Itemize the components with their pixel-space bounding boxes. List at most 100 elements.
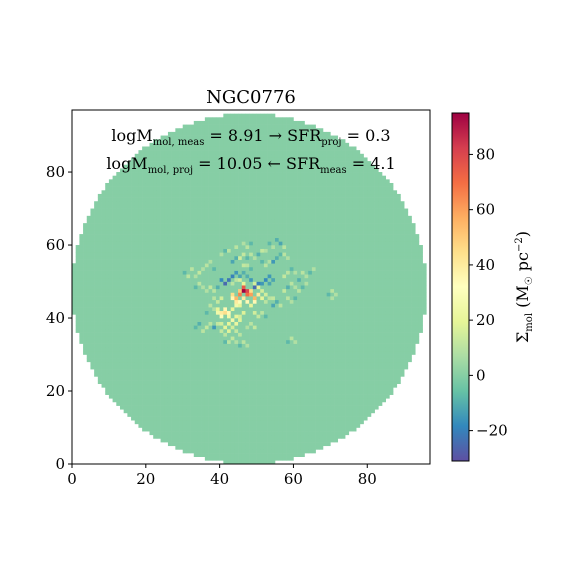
heatmap-cell [286, 387, 291, 392]
heatmap-cell [249, 358, 254, 363]
heatmap-cell [300, 277, 305, 282]
heatmap-cell [271, 387, 276, 392]
heatmap-cell [212, 292, 217, 297]
heatmap-cell [245, 219, 250, 224]
heatmap-cell [105, 376, 110, 381]
heatmap-cell [160, 223, 165, 228]
heatmap-cell [234, 226, 239, 231]
heatmap-cell [131, 299, 136, 304]
heatmap-cell [175, 161, 180, 166]
heatmap-cell [190, 365, 195, 370]
heatmap-cell [175, 431, 180, 436]
heatmap-cell [186, 391, 191, 395]
heatmap-cell [271, 401, 276, 406]
heatmap-cell [230, 460, 235, 464]
heatmap-cell [142, 223, 147, 228]
heatmap-cell [149, 332, 154, 337]
heatmap-cell [127, 325, 132, 330]
heatmap-cell [212, 263, 217, 268]
heatmap-cell [230, 350, 235, 355]
heatmap-cell [160, 190, 165, 195]
heatmap-cell [186, 281, 191, 286]
heatmap-cell [245, 358, 250, 363]
heatmap-cell [131, 288, 136, 293]
heatmap-cell [241, 245, 246, 249]
heatmap-cell [249, 285, 254, 290]
heatmap-cell [112, 234, 117, 239]
heatmap-cell [234, 460, 239, 464]
heatmap-cell [274, 427, 279, 432]
heatmap-cell [138, 234, 143, 239]
heatmap-cell [149, 328, 154, 333]
heatmap-cell [263, 252, 268, 257]
heatmap-cell [186, 387, 191, 392]
heatmap-cell [83, 303, 88, 308]
heatmap-cell [212, 230, 217, 235]
heatmap-cell [212, 398, 217, 403]
heatmap-cell [134, 179, 139, 184]
heatmap-cell [149, 274, 154, 279]
heatmap-cell [271, 318, 276, 322]
heatmap-cell [219, 391, 224, 395]
heatmap-cell [123, 277, 128, 282]
heatmap-cell [256, 255, 261, 260]
heatmap-cell [75, 270, 80, 275]
heatmap-cell [297, 307, 302, 312]
heatmap-cell [245, 405, 250, 410]
heatmap-cell [131, 372, 136, 377]
heatmap-cell [238, 398, 243, 403]
heatmap-cell [245, 365, 250, 370]
heatmap-cell [175, 321, 180, 326]
heatmap-cell [182, 347, 187, 352]
heatmap-cell [278, 124, 283, 129]
heatmap-cell [119, 394, 124, 399]
heatmap-cell [212, 453, 217, 457]
heatmap-cell [153, 164, 158, 169]
heatmap-cell [193, 120, 198, 125]
heatmap-cell [179, 365, 184, 370]
heatmap-cell [193, 442, 198, 447]
heatmap-cell [142, 296, 147, 301]
heatmap-cell [156, 409, 161, 414]
heatmap-cell [179, 252, 184, 257]
heatmap-cell [201, 394, 206, 399]
heatmap-cell [182, 431, 187, 436]
heatmap-cell [271, 212, 276, 217]
heatmap-cell [119, 391, 124, 395]
heatmap-cell [101, 237, 106, 242]
heatmap-cell [208, 438, 213, 443]
heatmap-cell [223, 321, 228, 326]
heatmap-cell [167, 168, 172, 173]
heatmap-cell [156, 234, 161, 239]
heatmap-cell [145, 219, 150, 224]
heatmap-cell [186, 420, 191, 425]
heatmap-cell [182, 361, 187, 366]
heatmap-cell [267, 153, 272, 158]
heatmap-cell [252, 442, 257, 447]
heatmap-cell [238, 168, 243, 173]
heatmap-cell [252, 434, 257, 439]
heatmap-cell [293, 423, 298, 428]
heatmap-cell [223, 361, 228, 366]
heatmap-cell [134, 193, 139, 198]
heatmap-cell [289, 161, 294, 166]
heatmap-cell [175, 237, 180, 242]
heatmap-cell [201, 157, 206, 162]
heatmap-cell [204, 146, 209, 151]
heatmap-cell [230, 270, 235, 275]
heatmap-cell [116, 361, 121, 366]
heatmap-cell [234, 223, 239, 228]
heatmap-cell [160, 332, 165, 337]
heatmap-cell [83, 350, 88, 355]
heatmap-cell [179, 310, 184, 315]
heatmap-cell [134, 332, 139, 337]
heatmap-cell [101, 234, 106, 239]
heatmap-cell [153, 270, 158, 275]
heatmap-cell [197, 212, 202, 217]
heatmap-cell [197, 223, 202, 228]
heatmap-cell [249, 369, 254, 374]
heatmap-cell [197, 153, 202, 158]
heatmap-cell [156, 237, 161, 242]
heatmap-cell [167, 328, 172, 333]
heatmap-cell [119, 299, 124, 304]
